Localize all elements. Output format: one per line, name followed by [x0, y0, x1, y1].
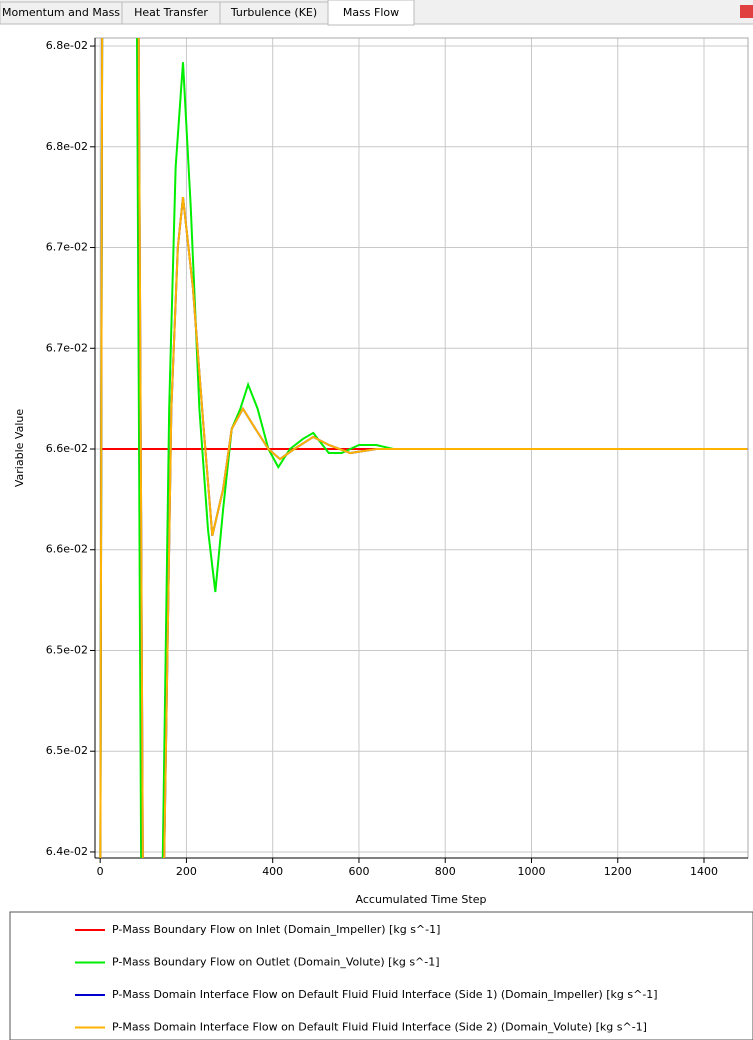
lines: [99, 38, 748, 858]
y-axis-label: Variable Value: [13, 409, 26, 487]
tab-label[interactable]: Turbulence (KE): [230, 6, 317, 19]
labels: 6.4e-02 6.5e-02 6.5e-02 6.6e-02 6.6e-02 6.7e-…: [46, 39, 718, 878]
plot-frame: [94, 37, 749, 859]
tab-label[interactable]: Momentum and Mass: [2, 6, 120, 19]
series-line: [99, 38, 748, 858]
series-line: [99, 38, 748, 858]
y-tick-label: 6.7e-02: [46, 341, 88, 354]
tab-label[interactable]: Heat Transfer: [134, 6, 208, 19]
y-tick-label: 6.5e-02: [46, 643, 88, 656]
legend-label: P-Mass Boundary Flow on Inlet (Domain_Im…: [112, 923, 440, 936]
y-tick-label: 6.8e-02: [46, 39, 88, 52]
y-tick-label: 6.5e-02: [46, 744, 88, 757]
tab-label[interactable]: Mass Flow: [343, 6, 399, 19]
legend-label: P-Mass Domain Interface Flow on Default …: [112, 1021, 647, 1034]
x-tick-label: 0: [97, 865, 104, 878]
y-tick-label: 6.6e-02: [46, 442, 88, 455]
y-tick-label: 6.4e-02: [46, 845, 88, 858]
legend-label: P-Mass Boundary Flow on Outlet (Domain_V…: [112, 956, 440, 969]
legend-label: P-Mass Domain Interface Flow on Default …: [112, 988, 658, 1001]
y-tick-label: 6.7e-02: [46, 241, 88, 254]
x-axis-label: Accumulated Time Step: [356, 893, 487, 906]
legend-box: [9, 911, 753, 1040]
tabs: Momentum and Mass Heat Transfer Turbulence…: [0, 0, 415, 26]
tab[interactable]: [327, 0, 415, 26]
x-tick-label: 1200: [604, 865, 632, 878]
x-tick-label: 600: [348, 865, 369, 878]
x-tick-label: 400: [262, 865, 283, 878]
series-line: [99, 38, 411, 858]
x-tick-label: 200: [176, 865, 197, 878]
grid: [95, 38, 748, 858]
y-tick-label: 6.8e-02: [46, 140, 88, 153]
x-tick-label: 800: [435, 865, 456, 878]
x-tick-label: 1000: [517, 865, 545, 878]
x-tick-label: 1400: [690, 865, 718, 878]
y-tick-label: 6.6e-02: [46, 543, 88, 556]
close-button[interactable]: [740, 5, 753, 18]
